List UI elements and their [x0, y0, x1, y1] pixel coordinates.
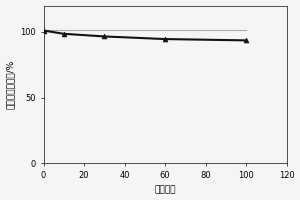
X-axis label: 循环次数: 循环次数	[154, 185, 176, 194]
Y-axis label: 放电容量保持率/%: 放电容量保持率/%	[6, 60, 15, 109]
